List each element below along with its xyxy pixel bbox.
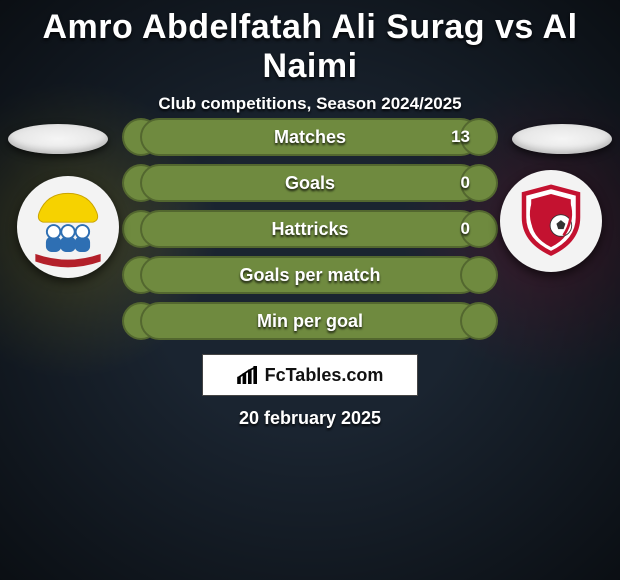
club-left-crest [17,176,119,278]
page-title: Amro Abdelfatah Ali Surag vs Al Naimi [0,0,620,86]
stats-panel: Matches13Goals0Hattricks0Goals per match… [140,118,480,348]
site-watermark: FcTables.com [202,354,418,396]
stat-row: Goals per match [140,256,480,294]
player-right-photo-placeholder [512,124,612,154]
club-left-crest-svg [20,179,116,275]
stat-label: Goals per match [140,256,480,294]
stat-row: Min per goal [140,302,480,340]
stat-row: Goals0 [140,164,480,202]
page-subtitle: Club competitions, Season 2024/2025 [0,94,620,114]
stat-value-right: 13 [451,118,470,156]
club-right-crest [500,170,602,272]
bars-icon [237,366,259,384]
stat-row: Matches13 [140,118,480,156]
stat-label: Hattricks [140,210,480,248]
stat-label: Goals [140,164,480,202]
stat-label: Min per goal [140,302,480,340]
stat-value-right: 0 [461,164,470,202]
stat-row: Hattricks0 [140,210,480,248]
player-left-photo-placeholder [8,124,108,154]
stat-label: Matches [140,118,480,156]
stat-value-right: 0 [461,210,470,248]
site-name: FcTables.com [265,365,384,386]
club-right-crest-svg [506,176,596,266]
date-line: 20 february 2025 [0,408,620,429]
